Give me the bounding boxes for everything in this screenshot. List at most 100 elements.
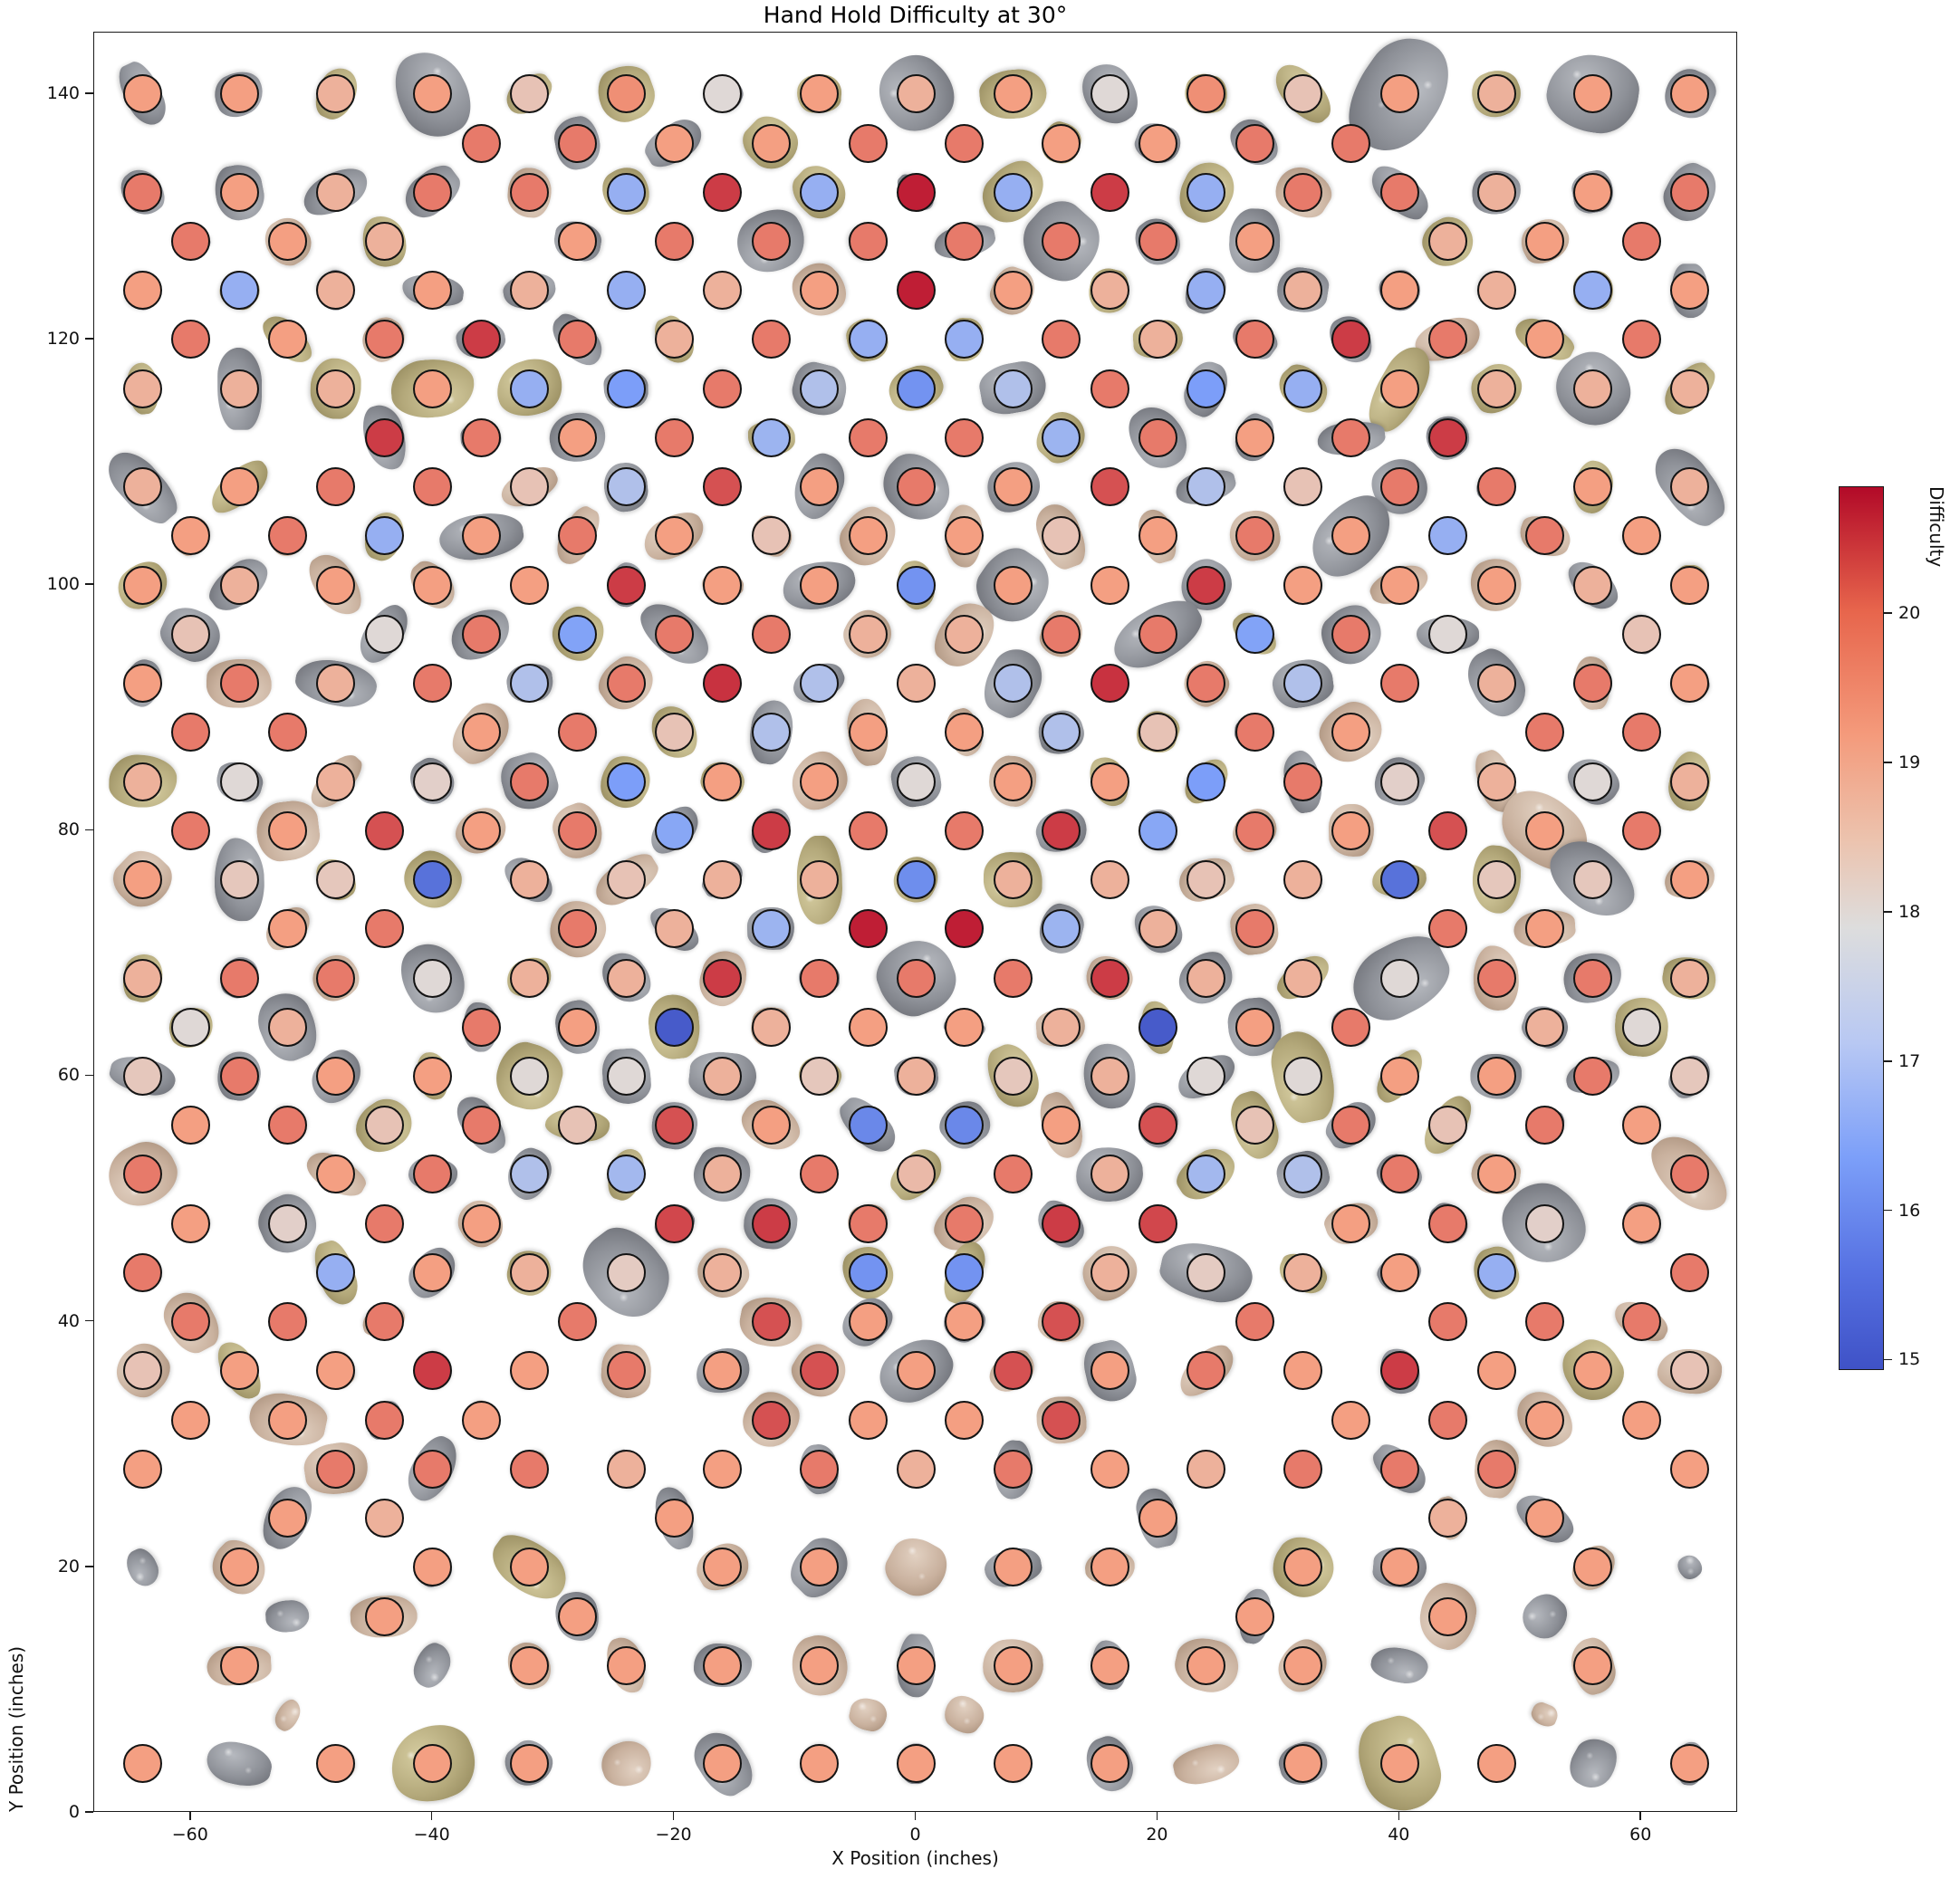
- hold-marker: [1476, 1351, 1516, 1391]
- hold-marker: [1379, 565, 1419, 605]
- hold-marker: [558, 417, 598, 457]
- colorbar-tick: [1884, 762, 1892, 763]
- hold-marker: [1670, 1744, 1710, 1784]
- hold-marker: [945, 1400, 985, 1440]
- hold-marker: [606, 1645, 646, 1685]
- hold-marker: [1090, 467, 1129, 507]
- hold-marker: [1428, 320, 1468, 359]
- hold-marker: [1090, 762, 1129, 801]
- hold-marker: [1524, 909, 1564, 949]
- hold-marker: [897, 1449, 936, 1489]
- hold-marker: [848, 221, 888, 261]
- hold-marker: [558, 123, 598, 163]
- hold-marker: [1235, 713, 1274, 752]
- hold-blob: [1528, 1699, 1561, 1730]
- hold-marker: [945, 909, 985, 949]
- hold-marker: [1283, 1252, 1323, 1292]
- hold-marker: [1621, 1106, 1661, 1145]
- hold-marker: [219, 467, 259, 507]
- hold-marker: [800, 565, 840, 605]
- hold-marker: [1573, 74, 1613, 114]
- hold-marker: [461, 1400, 501, 1440]
- hold-marker: [1138, 1203, 1177, 1243]
- hold-marker: [1042, 1400, 1081, 1440]
- hold-marker: [606, 958, 646, 998]
- hold-marker: [364, 320, 404, 359]
- y-tick: [85, 1074, 93, 1077]
- hold-marker: [1090, 1351, 1129, 1391]
- hold-marker: [800, 1744, 840, 1784]
- hold-marker: [606, 172, 646, 212]
- hold-marker: [606, 74, 646, 114]
- hold-marker: [1283, 1155, 1323, 1194]
- hold-marker: [122, 1351, 162, 1391]
- hold-marker: [1428, 1302, 1468, 1342]
- hold-marker: [122, 1056, 162, 1096]
- hold-marker: [1042, 810, 1081, 850]
- x-tick: [430, 1812, 433, 1820]
- hold-marker: [171, 221, 211, 261]
- hold-marker: [1138, 417, 1177, 457]
- hold-marker: [461, 810, 501, 850]
- hold-marker: [1670, 1155, 1710, 1194]
- hold-marker: [751, 1106, 791, 1145]
- hold-marker: [1187, 172, 1226, 212]
- hold-marker: [413, 271, 453, 311]
- hold-marker: [1573, 1645, 1613, 1685]
- hold-marker: [268, 1203, 308, 1243]
- hold-marker: [800, 958, 840, 998]
- hold-marker: [461, 123, 501, 163]
- hold-marker: [122, 664, 162, 704]
- hold-marker: [655, 417, 695, 457]
- hold-marker: [558, 909, 598, 949]
- hold-marker: [1670, 1449, 1710, 1489]
- hold-marker: [1138, 810, 1177, 850]
- hold-marker: [1670, 860, 1710, 900]
- hold-marker: [364, 1106, 404, 1145]
- y-axis-label: Y Position (inches): [5, 1645, 27, 1812]
- hold-marker: [703, 172, 743, 212]
- hold-marker: [606, 1056, 646, 1096]
- hold-marker: [606, 271, 646, 311]
- colorbar-tick: [1884, 1358, 1892, 1361]
- hold-marker: [316, 74, 356, 114]
- hold-marker: [848, 1252, 888, 1292]
- hold-marker: [897, 74, 936, 114]
- y-tick-label: 0: [68, 1802, 80, 1822]
- y-tick-label: 120: [46, 328, 80, 349]
- hold-marker: [1331, 713, 1371, 752]
- hold-marker: [993, 958, 1033, 998]
- y-tick: [85, 1811, 93, 1813]
- hold-marker: [219, 860, 259, 900]
- hold-marker: [509, 1056, 549, 1096]
- hold-marker: [171, 1400, 211, 1440]
- x-tick: [672, 1812, 675, 1820]
- hold-marker: [1428, 1499, 1468, 1538]
- hold-marker: [606, 860, 646, 900]
- hold-marker: [897, 1056, 936, 1096]
- colorbar-tick-label: 17: [1898, 1050, 1921, 1071]
- hold-marker: [1428, 810, 1468, 850]
- hold-marker: [848, 123, 888, 163]
- hold-marker: [655, 320, 695, 359]
- hold-marker: [364, 516, 404, 556]
- hold-marker: [268, 909, 308, 949]
- hold-marker: [800, 271, 840, 311]
- colorbar-tick-label: 19: [1898, 752, 1921, 772]
- hold-blob: [594, 1734, 658, 1794]
- hold-marker: [703, 1351, 743, 1391]
- hold-marker: [993, 1548, 1033, 1587]
- hold-marker: [122, 1155, 162, 1194]
- hold-marker: [1379, 1351, 1419, 1391]
- chart-title: Hand Hold Difficulty at 30°: [763, 2, 1068, 28]
- hold-marker: [1235, 614, 1274, 654]
- hold-marker: [1379, 1056, 1419, 1096]
- colorbar-tick: [1884, 1059, 1892, 1062]
- hold-marker: [1524, 713, 1564, 752]
- hold-marker: [1090, 1056, 1129, 1096]
- hold-marker: [993, 172, 1033, 212]
- hold-marker: [1428, 909, 1468, 949]
- hold-marker: [993, 565, 1033, 605]
- hold-marker: [945, 123, 985, 163]
- hold-marker: [1573, 369, 1613, 408]
